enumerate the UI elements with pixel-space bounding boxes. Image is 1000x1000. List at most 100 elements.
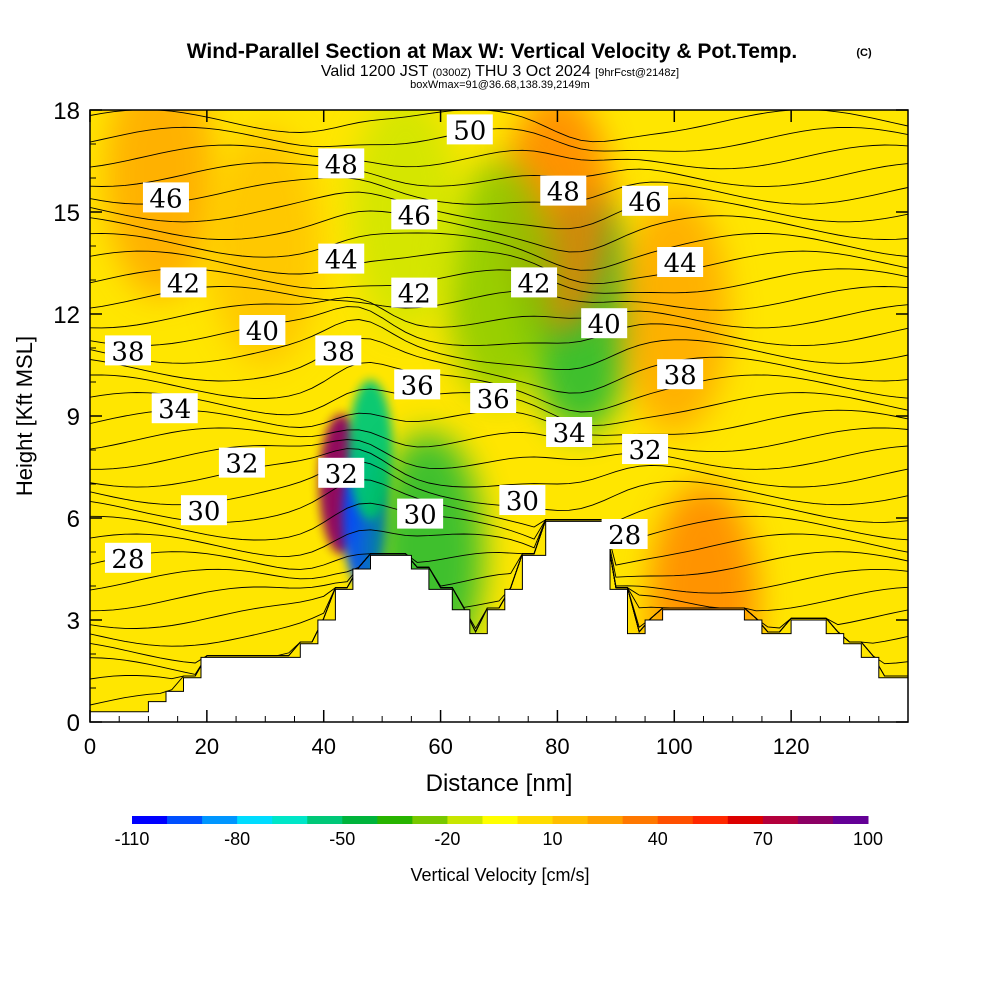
contour-label-text: 28 [608,521,641,551]
contour-label-box [622,185,669,216]
x-tick-label: 100 [656,734,693,759]
contour-label-12: 40 [581,308,628,340]
colorbar-swatch-16 [692,816,729,824]
colorbar-swatch-5 [307,816,343,824]
contour-label-box [391,199,438,230]
contour-label-text: 32 [629,436,662,466]
colorbar-swatch-14 [622,816,659,824]
contour-label-box [104,335,151,366]
contour-label-box [391,277,438,308]
contour-label-17: 36 [470,383,517,415]
contour-label-13: 38 [104,335,151,367]
subtitle-date: THU 3 Oct 2024 [475,63,591,80]
contour-label-box [657,247,704,277]
colorbar-swatch-8 [412,816,448,824]
colorbar-swatch-12 [552,816,589,824]
isentrope-line-25 [90,250,908,285]
x-tick-label: 80 [545,734,569,759]
colorbar-tick-label: -110 [115,829,150,849]
contour-label-text: 42 [167,269,200,299]
contour-label-14: 38 [315,335,362,367]
contour-label-box [160,267,207,298]
isentrope-line-29 [90,177,908,205]
contour-label-box [546,417,593,447]
isentrope-line-15 [90,427,908,453]
contour-label-3: 46 [142,182,189,214]
contour-label-text: 30 [506,487,539,517]
contour-label-23: 30 [180,495,227,527]
chart-title: Wind-Parallel Section at Max W: Vertical… [187,40,798,63]
y-axis-label: Height [Kft MSL] [12,336,37,496]
colorbar-tick-label: 40 [648,829,668,849]
colorbar-swatch-15 [657,816,694,824]
y-tick-label: 3 [67,608,80,635]
colorbar-swatch-0 [132,816,168,824]
isentrope-line-27 [90,210,908,253]
contour-label-text: 38 [322,337,355,367]
subtitle-forecast: [9hrFcst@2148z] [595,67,679,79]
x-tick-label: 120 [773,734,810,759]
contour-label-box [511,267,558,298]
contour-label-box [180,495,227,526]
contour-label-24: 30 [397,498,444,531]
colorbar-swatch-11 [517,816,554,824]
contour-label-text: 42 [398,280,431,310]
y-tick-label: 15 [53,200,80,227]
velocity-feature-10 [105,110,216,298]
potential-temperature-contours [90,110,908,706]
contour-label-text: 40 [246,317,279,347]
y-tick-label: 18 [53,98,80,125]
colorbar-swatch-4 [272,816,308,824]
colorbar-swatch-19 [797,816,834,824]
contour-label-text: 34 [158,395,191,425]
chart-subtitle: Valid 1200 JST (0300Z) THU 3 Oct 2024 [9… [321,63,679,80]
contour-label-text: 46 [149,184,182,214]
contour-label-15: 38 [657,359,704,391]
subtitle-valid-time: Valid 1200 JST [321,63,429,80]
colorbar-swatch-9 [447,816,483,824]
contour-label-7: 44 [657,247,704,279]
contour-label-text: 38 [664,361,697,391]
contour-labels: 50 48 48 46 46 46 44 44 42 42 42 40 40 38 38 38 36 36 34 34… [104,114,704,575]
contour-label-box [657,359,704,390]
contour-label-text: 40 [588,310,621,340]
isentrope-line-8 [90,519,908,578]
contour-label-text: 50 [453,116,486,146]
colorbar-swatch-17 [727,816,764,824]
colorbar-swatch-6 [342,816,378,824]
contour-label-18: 34 [151,393,198,425]
contour-label-box [499,485,546,515]
contour-label-10: 42 [511,267,558,299]
isentrope-line-21 [90,306,908,347]
contour-label-box [151,393,198,424]
colorbar-label: Vertical Velocity [cm/s] [410,865,589,885]
contour-label-6: 44 [318,243,365,276]
contour-label-0: 50 [446,114,493,146]
contour-label-20: 32 [218,447,265,480]
contour-label-box [446,114,493,145]
contour-label-16: 36 [394,369,441,401]
contour-label-text: 36 [401,371,434,401]
contour-label-box [104,542,151,573]
contour-label-text: 44 [664,249,697,279]
contour-label-text: 28 [111,545,144,575]
colorbar-tick-label: 70 [753,829,773,849]
title-copyright-mark: (C) [856,47,872,59]
isentrope-line-33 [90,110,908,143]
contour-label-5: 46 [622,185,669,218]
contour-label-text: 32 [325,460,358,490]
colorbar-swatch-3 [237,816,273,824]
contour-label-11: 40 [239,315,286,347]
contour-label-text: 44 [325,246,358,276]
contour-label-4: 46 [391,199,438,231]
contour-label-19: 34 [546,417,593,449]
isentrope-line-19 [90,337,908,394]
colorbar-swatch-1 [167,816,203,824]
x-tick-label: 20 [195,734,219,759]
contour-label-9: 42 [391,277,438,310]
colorbar-swatch-13 [587,816,624,824]
contour-label-2: 48 [540,175,587,208]
contour-label-box [394,369,441,400]
y-tick-label: 9 [67,404,80,431]
